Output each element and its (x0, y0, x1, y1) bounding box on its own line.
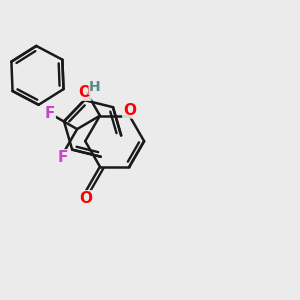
Text: H: H (89, 80, 101, 94)
Text: O: O (80, 191, 92, 206)
Text: O: O (123, 103, 136, 118)
Text: O: O (78, 85, 91, 100)
Text: F: F (45, 106, 55, 121)
Text: F: F (58, 150, 68, 165)
